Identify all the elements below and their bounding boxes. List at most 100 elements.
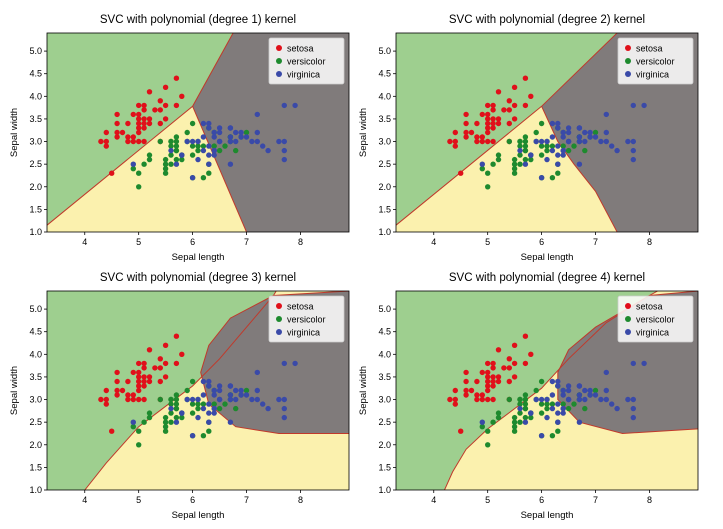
point-virginica bbox=[184, 396, 190, 403]
point-versicolor bbox=[485, 170, 491, 176]
y-tick-label: 2.0 bbox=[378, 182, 391, 192]
point-virginica bbox=[206, 378, 212, 385]
point-versicolor bbox=[538, 143, 545, 149]
point-setosa bbox=[479, 369, 485, 376]
point-versicolor bbox=[517, 401, 523, 407]
point-versicolor bbox=[549, 401, 556, 407]
point-setosa bbox=[146, 116, 153, 122]
point-virginica bbox=[227, 125, 234, 131]
point-versicolor bbox=[517, 419, 523, 425]
point-virginica bbox=[549, 405, 556, 412]
point-setosa bbox=[103, 138, 110, 145]
x-tick-label: 4 bbox=[431, 495, 436, 505]
point-setosa bbox=[506, 120, 512, 127]
point-virginica bbox=[625, 396, 631, 403]
point-setosa bbox=[485, 374, 491, 380]
point-setosa bbox=[501, 365, 507, 371]
point-setosa bbox=[157, 356, 163, 362]
point-setosa bbox=[463, 129, 469, 136]
point-versicolor bbox=[130, 424, 136, 430]
plot-area bbox=[396, 33, 698, 232]
x-tick-label: 8 bbox=[298, 495, 303, 505]
point-virginica bbox=[560, 129, 566, 136]
point-setosa bbox=[162, 84, 169, 91]
point-versicolor bbox=[511, 170, 518, 176]
point-versicolor bbox=[173, 147, 180, 154]
point-virginica bbox=[592, 392, 599, 398]
point-setosa bbox=[114, 120, 120, 127]
point-setosa bbox=[490, 396, 496, 403]
point-versicolor bbox=[485, 442, 491, 448]
point-versicolor bbox=[168, 143, 174, 149]
point-virginica bbox=[173, 161, 180, 167]
point-virginica bbox=[603, 387, 609, 394]
point-virginica bbox=[560, 392, 566, 398]
point-virginica bbox=[560, 410, 566, 416]
point-virginica bbox=[560, 387, 566, 394]
y-axis-label: Sepal width bbox=[9, 108, 20, 157]
point-virginica bbox=[538, 433, 545, 439]
point-versicolor bbox=[211, 401, 217, 407]
legend: setosa versicolor virginica bbox=[617, 37, 694, 85]
legend-box bbox=[617, 295, 694, 343]
point-virginica bbox=[238, 387, 244, 394]
point-setosa bbox=[490, 125, 496, 131]
point-virginica bbox=[565, 396, 572, 403]
legend-marker-setosa bbox=[625, 45, 631, 51]
point-versicolor bbox=[233, 147, 239, 154]
point-setosa bbox=[157, 107, 163, 113]
point-virginica bbox=[206, 152, 212, 158]
point-setosa bbox=[130, 369, 136, 376]
y-tick-label: 2.5 bbox=[29, 417, 42, 427]
point-virginica bbox=[276, 138, 282, 145]
point-versicolor bbox=[195, 405, 201, 412]
point-setosa bbox=[463, 392, 469, 398]
y-tick-label: 2.0 bbox=[378, 440, 391, 450]
point-virginica bbox=[630, 360, 636, 367]
point-versicolor bbox=[168, 161, 174, 167]
point-versicolor bbox=[211, 143, 217, 149]
legend-marker-versicolor bbox=[276, 316, 282, 322]
point-versicolor bbox=[173, 156, 180, 163]
point-setosa bbox=[103, 401, 110, 407]
y-tick-label: 3.5 bbox=[29, 114, 42, 124]
point-versicolor bbox=[162, 414, 169, 421]
plot-frame bbox=[46, 290, 350, 491]
point-setosa bbox=[490, 360, 496, 367]
point-setosa bbox=[522, 102, 529, 109]
point-virginica bbox=[630, 138, 636, 145]
point-versicolor bbox=[582, 147, 588, 154]
point-setosa bbox=[152, 365, 158, 371]
x-tick-label: 7 bbox=[244, 495, 249, 505]
point-setosa bbox=[511, 342, 518, 348]
x-tick-label: 8 bbox=[298, 237, 303, 247]
point-versicolor bbox=[592, 129, 599, 136]
y-tick-label: 4.0 bbox=[29, 349, 42, 359]
chart-panel-3: 4 5 6 7 8 1.0 1.5 2.0 2.5 3.0 3.5 4.0 4.5 5.0 SVC with… bbox=[9, 272, 350, 521]
point-versicolor bbox=[162, 419, 169, 425]
point-virginica bbox=[211, 129, 217, 136]
point-setosa bbox=[474, 392, 480, 398]
x-tick-label: 7 bbox=[593, 495, 598, 505]
point-setosa bbox=[130, 134, 136, 140]
point-setosa bbox=[528, 351, 534, 357]
y-tick-label: 2.0 bbox=[29, 182, 42, 192]
y-tick-label: 3.5 bbox=[378, 372, 391, 382]
point-setosa bbox=[490, 365, 496, 371]
point-virginica bbox=[544, 414, 550, 421]
point-versicolor bbox=[495, 410, 502, 416]
point-versicolor bbox=[517, 410, 523, 416]
point-setosa bbox=[141, 107, 147, 113]
point-virginica bbox=[206, 143, 212, 149]
point-setosa bbox=[136, 374, 142, 380]
point-virginica bbox=[200, 147, 207, 154]
point-versicolor bbox=[479, 166, 485, 172]
legend-label-setosa: setosa bbox=[287, 44, 314, 54]
point-virginica bbox=[211, 147, 217, 154]
point-virginica bbox=[260, 401, 266, 407]
point-virginica bbox=[555, 410, 561, 416]
point-versicolor bbox=[560, 143, 566, 149]
point-versicolor bbox=[571, 401, 577, 407]
point-versicolor bbox=[511, 419, 518, 425]
point-virginica bbox=[227, 134, 234, 140]
